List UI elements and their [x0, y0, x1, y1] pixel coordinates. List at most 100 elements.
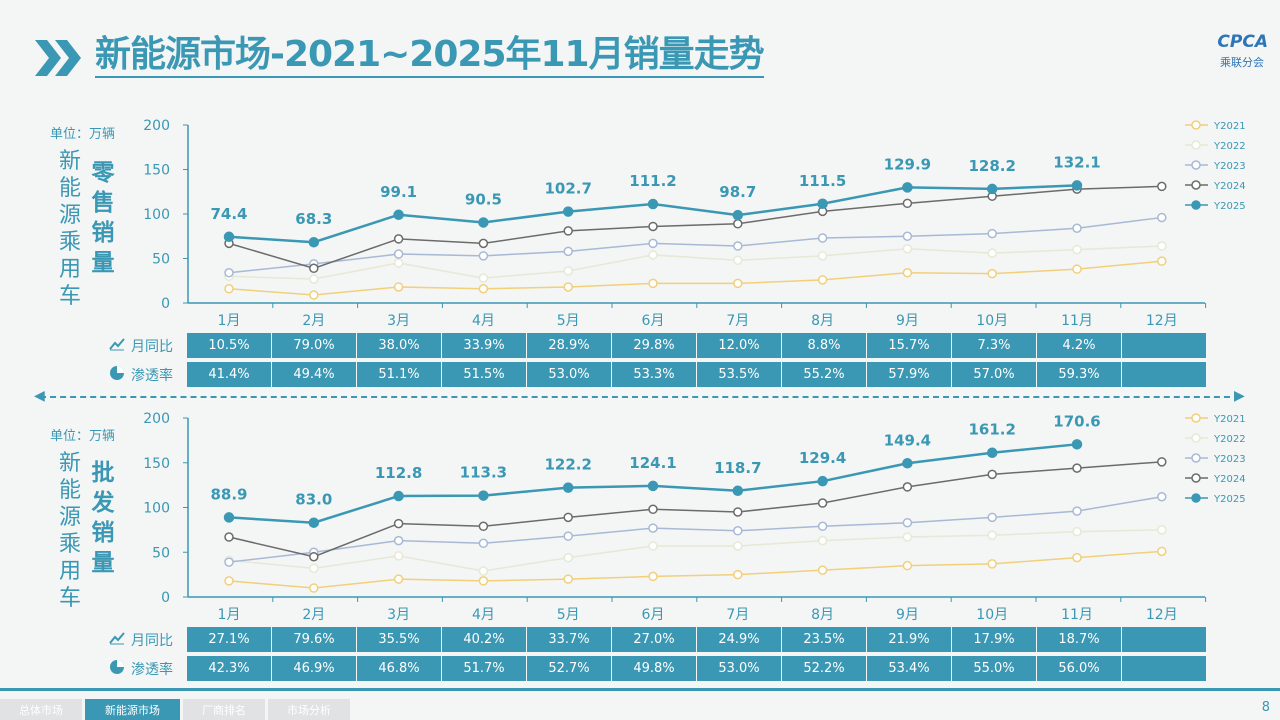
legend-label: Y2022	[1213, 141, 1246, 152]
pen-row: 渗透率 41.4% 49.4% 51.1% 51.5% 53.0% 53.3% 53.5% 55…	[105, 362, 1207, 387]
data-point-Y2023	[733, 526, 743, 536]
row-label-text: 渗透率	[131, 661, 173, 678]
data-point-Y2024	[393, 234, 404, 244]
x-tick-label: 4月	[472, 607, 495, 623]
x-tick-label: 5月	[557, 313, 580, 329]
legend-label: Y2021	[1213, 121, 1246, 132]
pie-chart-icon	[109, 365, 125, 385]
data-point-Y2021	[817, 275, 828, 285]
data-point-Y2024	[563, 512, 573, 523]
series-line-Y2024	[228, 461, 1162, 558]
table-cell: 24.9%	[697, 627, 781, 652]
x-tick-label: 3月	[387, 313, 410, 329]
data-point-Y2022	[987, 248, 997, 258]
data-point-Y2023	[733, 241, 743, 251]
data-point-Y2021	[648, 278, 658, 289]
tab-overall-market[interactable]: 总体市场	[0, 699, 82, 720]
table-cell: 33.7%	[527, 627, 611, 652]
data-point-Y2025	[1071, 180, 1083, 191]
table-cell: 79.6%	[272, 627, 356, 652]
x-tick-label: 4月	[472, 313, 495, 329]
data-point-Y2025	[732, 485, 744, 497]
table-cell: 15.7%	[867, 333, 951, 358]
legend-marker-Y2021	[1191, 413, 1201, 423]
data-point-Y2024	[478, 521, 489, 532]
x-tick-label: 7月	[726, 607, 749, 623]
yoy-row: 月同比 10.5% 79.0% 38.0% 33.9% 28.9% 29.8% 12.0% 8.…	[105, 333, 1207, 358]
data-point-Y2025	[817, 475, 828, 487]
table-cell	[1122, 627, 1206, 652]
cpca-logo: CPCA 乘联分会	[1217, 32, 1268, 69]
data-point-Y2021	[1072, 264, 1082, 274]
y-tick-label: 100	[143, 207, 170, 223]
table-cell: 59.3%	[1037, 362, 1121, 387]
table-cell: 49.4%	[272, 362, 356, 387]
table-cell: 10.5%	[187, 333, 271, 358]
legend-label: Y2023	[1213, 161, 1246, 172]
data-point-Y2021	[648, 571, 658, 582]
x-tick-label: 5月	[557, 607, 580, 623]
yoy-row-label: 月同比	[105, 627, 187, 652]
side-label: 新能源乘用车	[58, 451, 81, 611]
data-point-Y2025	[562, 206, 574, 217]
legend-label: Y2025	[1213, 201, 1246, 212]
pie-chart-icon	[109, 659, 125, 679]
data-label: 118.7	[714, 459, 761, 477]
arrow-left-icon: ◀	[34, 388, 45, 404]
table-cell	[1122, 362, 1206, 387]
data-point-Y2025	[1071, 439, 1083, 450]
data-point-Y2024	[902, 198, 913, 209]
table-cell: 53.4%	[867, 656, 951, 681]
x-tick-label: 9月	[896, 607, 919, 623]
data-point-Y2025	[986, 447, 998, 458]
data-point-Y2023	[393, 535, 404, 546]
section-divider	[40, 396, 1240, 398]
table-cell: 42.3%	[187, 656, 271, 681]
data-point-Y2025	[478, 490, 489, 501]
data-point-Y2022	[733, 255, 743, 266]
x-tick-label: 10月	[976, 607, 1008, 623]
table-cell: 53.3%	[612, 362, 696, 387]
data-label: 128.2	[968, 157, 1015, 175]
side-label: 新能源乘用车	[58, 149, 81, 309]
table-cell: 28.9%	[527, 333, 611, 358]
data-point-Y2025	[223, 512, 235, 523]
data-point-Y2024	[648, 221, 658, 232]
data-point-Y2021	[902, 560, 913, 571]
data-point-Y2022	[224, 555, 234, 566]
wholesale-table: 月同比 27.1% 79.6% 35.5% 40.2% 33.7% 27.0% 24.9% 23…	[105, 627, 1207, 681]
data-label: 112.8	[375, 464, 422, 482]
data-point-Y2023	[478, 538, 489, 549]
data-point-Y2023	[987, 228, 997, 239]
y-tick-label: 150	[143, 456, 170, 472]
legend-marker-Y2025	[1191, 493, 1201, 503]
data-label: 170.6	[1053, 412, 1100, 430]
trend-chart-icon	[109, 337, 125, 355]
data-point-Y2025	[817, 198, 828, 210]
legend-marker-Y2025	[1191, 200, 1201, 210]
data-point-Y2025	[647, 198, 659, 210]
data-point-Y2024	[309, 263, 319, 274]
data-point-Y2021	[224, 284, 234, 294]
data-point-Y2023	[817, 521, 828, 532]
data-point-Y2023	[1157, 212, 1167, 223]
unit-label: 单位：万辆	[50, 127, 116, 142]
chart-label: 批发销量	[91, 460, 115, 576]
data-point-Y2025	[478, 217, 489, 228]
data-point-Y2024	[393, 518, 404, 529]
y-tick-label: 50	[152, 252, 170, 268]
data-point-Y2021	[393, 282, 404, 292]
table-cell: 7.3%	[952, 333, 1036, 358]
table-cell: 41.4%	[187, 362, 271, 387]
data-point-Y2022	[309, 274, 319, 284]
data-point-Y2025	[902, 182, 913, 193]
table-cell: 4.2%	[1037, 333, 1121, 358]
data-point-Y2023	[648, 523, 658, 533]
tab-market-analysis[interactable]: 市场分析	[268, 699, 350, 720]
trend-chart-icon	[109, 631, 125, 649]
table-cell: 29.8%	[612, 333, 696, 358]
table-cell: 53.5%	[697, 362, 781, 387]
tab-nev-market[interactable]: 新能源市场	[85, 699, 180, 720]
tab-maker-ranking[interactable]: 厂商排名	[183, 699, 265, 720]
data-label: 90.5	[465, 190, 502, 208]
